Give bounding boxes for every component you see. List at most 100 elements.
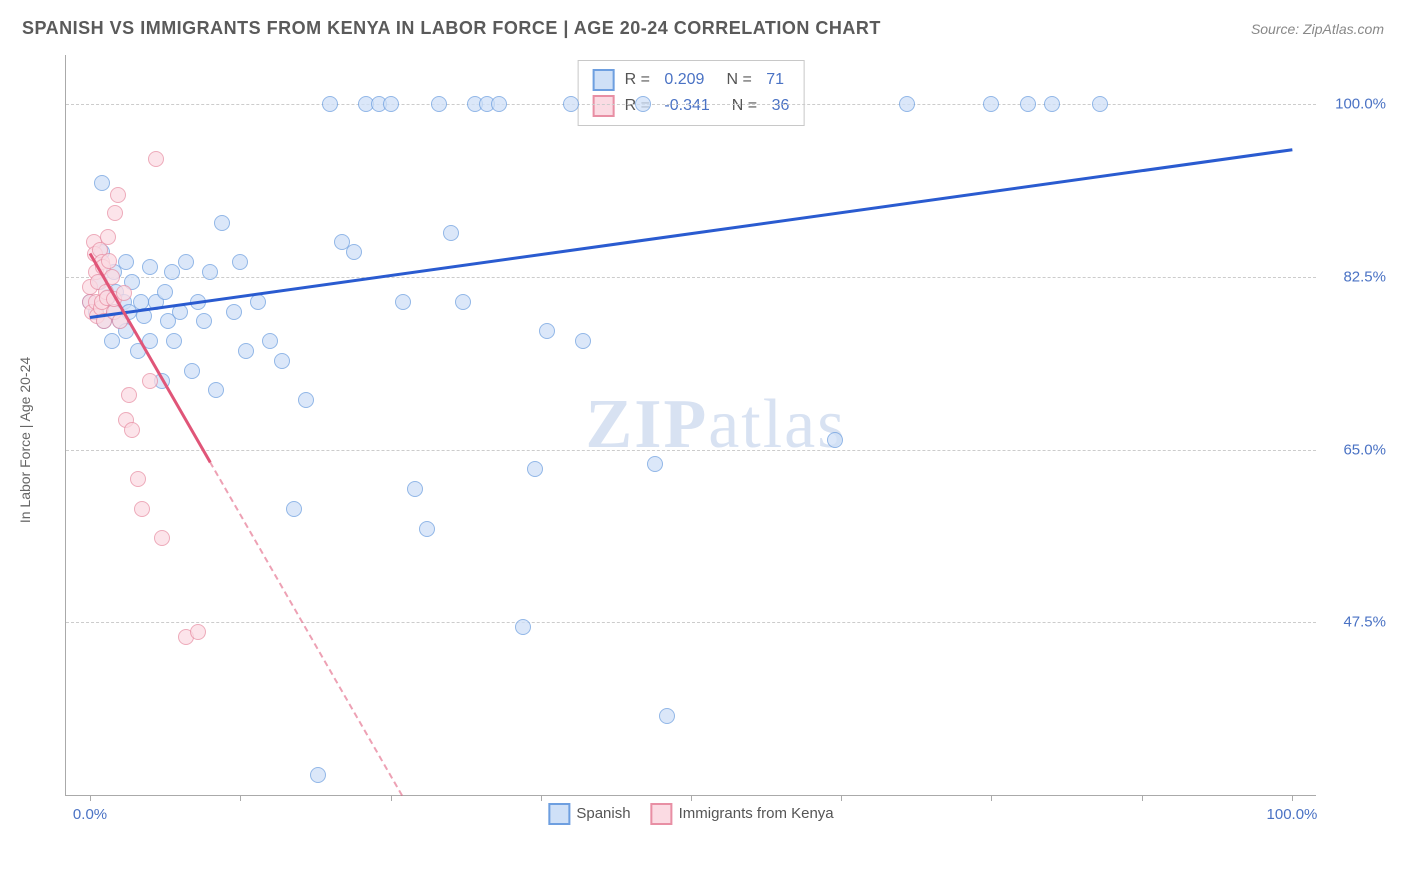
stats-box: R = 0.209N = 71R = -0.341 N = 36: [578, 60, 805, 126]
scatter-point: [647, 456, 663, 472]
scatter-point: [491, 96, 507, 112]
scatter-point: [184, 363, 200, 379]
grid-line: [66, 104, 1316, 105]
scatter-point: [190, 624, 206, 640]
scatter-point: [178, 254, 194, 270]
legend-label: Immigrants from Kenya: [679, 805, 834, 822]
scatter-point: [202, 264, 218, 280]
watermark-bold: ZIP: [586, 386, 709, 463]
stats-row: R = 0.209N = 71: [593, 67, 790, 93]
legend-label: Spanish: [576, 805, 630, 822]
scatter-point: [527, 461, 543, 477]
scatter-point: [238, 343, 254, 359]
title-bar: SPANISH VS IMMIGRANTS FROM KENYA IN LABO…: [22, 18, 1384, 39]
scatter-point: [154, 530, 170, 546]
y-tick-label: 82.5%: [1326, 269, 1386, 286]
scatter-point: [107, 205, 123, 221]
scatter-point: [124, 422, 140, 438]
scatter-point: [208, 382, 224, 398]
stat-r-label: R =: [625, 71, 650, 89]
x-tick: [1142, 795, 1143, 801]
scatter-point: [322, 96, 338, 112]
scatter-point: [148, 151, 164, 167]
x-tick: [1292, 795, 1293, 801]
stat-n-label: N =: [726, 71, 751, 89]
scatter-point: [157, 284, 173, 300]
scatter-point: [100, 229, 116, 245]
chart-title: SPANISH VS IMMIGRANTS FROM KENYA IN LABO…: [22, 18, 881, 39]
x-tick: [90, 795, 91, 801]
legend-swatch: [548, 803, 570, 825]
plot-area: ZIPatlas R = 0.209N = 71R = -0.341 N = 36…: [65, 55, 1316, 796]
scatter-point: [134, 501, 150, 517]
scatter-point: [563, 96, 579, 112]
stat-r-value: -0.341: [660, 97, 710, 115]
scatter-point: [827, 432, 843, 448]
x-tick: [841, 795, 842, 801]
trend-line-solid: [90, 149, 1292, 320]
scatter-point: [142, 259, 158, 275]
trend-line-dashed: [209, 462, 403, 797]
stat-n-value: 71: [762, 71, 784, 89]
scatter-point: [121, 387, 137, 403]
scatter-point: [110, 187, 126, 203]
scatter-point: [407, 481, 423, 497]
scatter-point: [419, 521, 435, 537]
scatter-point: [431, 96, 447, 112]
scatter-point: [899, 96, 915, 112]
y-tick-label: 65.0%: [1326, 441, 1386, 458]
x-tick: [391, 795, 392, 801]
scatter-point: [1044, 96, 1060, 112]
grid-line: [66, 622, 1316, 623]
source-label: Source: ZipAtlas.com: [1251, 21, 1384, 37]
scatter-point: [214, 215, 230, 231]
y-axis-title: In Labor Force | Age 20-24: [17, 357, 33, 523]
legend-item: Spanish: [548, 803, 630, 825]
scatter-point: [659, 708, 675, 724]
scatter-point: [383, 96, 399, 112]
stat-n-value: 36: [767, 97, 789, 115]
stats-swatch: [593, 95, 615, 117]
scatter-point: [232, 254, 248, 270]
scatter-point: [142, 373, 158, 389]
stats-row: R = -0.341N = 36: [593, 93, 790, 119]
x-tick: [240, 795, 241, 801]
x-tick-label: 0.0%: [73, 806, 107, 823]
scatter-point: [443, 225, 459, 241]
y-tick-label: 100.0%: [1326, 96, 1386, 113]
scatter-point: [118, 254, 134, 270]
x-tick: [691, 795, 692, 801]
grid-line: [66, 277, 1316, 278]
scatter-point: [1092, 96, 1108, 112]
scatter-point: [575, 333, 591, 349]
scatter-point: [539, 323, 555, 339]
trend-line-solid: [89, 253, 212, 463]
legend: Spanish Immigrants from Kenya: [548, 803, 833, 825]
scatter-point: [310, 767, 326, 783]
scatter-point: [515, 619, 531, 635]
scatter-point: [455, 294, 471, 310]
scatter-point: [164, 264, 180, 280]
watermark: ZIPatlas: [586, 385, 847, 465]
stat-n-label: N =: [732, 97, 757, 115]
stats-swatch: [593, 69, 615, 91]
scatter-point: [298, 392, 314, 408]
scatter-point: [196, 313, 212, 329]
plot-wrapper: In Labor Force | Age 20-24 ZIPatlas R = …: [45, 55, 1385, 825]
scatter-point: [101, 253, 117, 269]
grid-line: [66, 450, 1316, 451]
scatter-point: [262, 333, 278, 349]
x-tick: [991, 795, 992, 801]
scatter-point: [1020, 96, 1036, 112]
scatter-point: [226, 304, 242, 320]
scatter-point: [395, 294, 411, 310]
watermark-light: atlas: [708, 386, 846, 463]
scatter-point: [346, 244, 362, 260]
scatter-point: [274, 353, 290, 369]
x-tick: [541, 795, 542, 801]
scatter-point: [286, 501, 302, 517]
legend-swatch: [651, 803, 673, 825]
scatter-point: [166, 333, 182, 349]
legend-item: Immigrants from Kenya: [651, 803, 834, 825]
scatter-point: [983, 96, 999, 112]
